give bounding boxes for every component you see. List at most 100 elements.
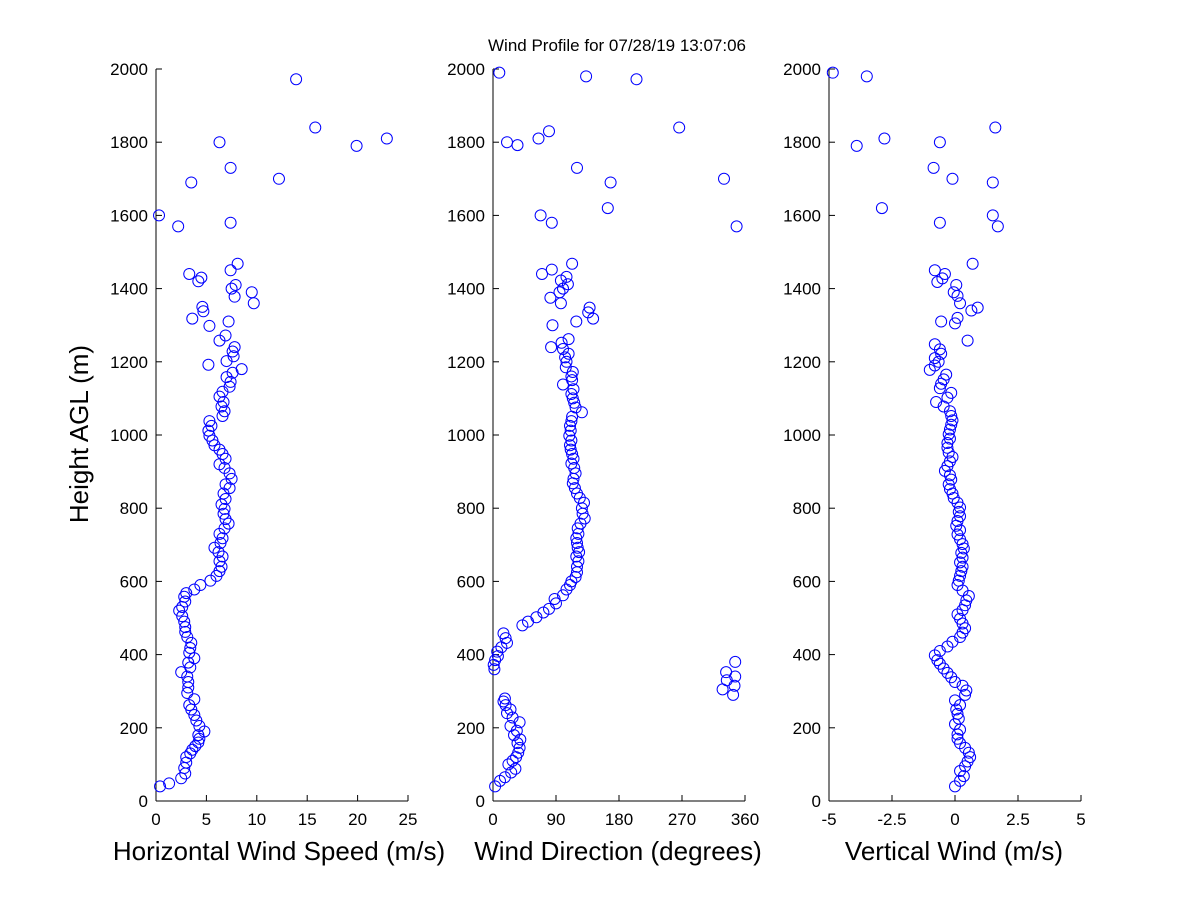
data-point bbox=[583, 301, 596, 314]
y-tick-label: 400 bbox=[457, 646, 485, 665]
data-point bbox=[499, 699, 512, 712]
data-point bbox=[185, 636, 198, 649]
data-point bbox=[498, 692, 511, 705]
data-point bbox=[190, 714, 203, 727]
data-point bbox=[951, 311, 964, 324]
data-point bbox=[179, 621, 192, 634]
y-tick-label: 1000 bbox=[110, 426, 148, 445]
direction-panel: 0 200 400 600 800 1000 1200 1400 1600 1800 2000 0 90… bbox=[447, 60, 759, 829]
data-point bbox=[192, 729, 205, 742]
x-tick-label: 0 bbox=[151, 810, 160, 829]
data-point bbox=[180, 751, 193, 764]
figure-title: Wind Profile for 07/28/19 13:07:06 bbox=[488, 36, 746, 55]
data-point bbox=[534, 209, 547, 222]
data-point bbox=[720, 674, 733, 687]
data-point bbox=[493, 66, 506, 79]
data-point bbox=[946, 172, 959, 185]
data-point bbox=[718, 172, 730, 185]
y-tick-label: 1400 bbox=[110, 280, 148, 299]
data-point bbox=[181, 631, 194, 644]
data-point bbox=[196, 300, 209, 313]
data-point bbox=[601, 202, 614, 215]
data-point bbox=[946, 414, 959, 427]
data-point bbox=[945, 418, 958, 431]
data-point bbox=[176, 610, 189, 623]
data-point bbox=[235, 363, 248, 376]
data-point bbox=[229, 278, 242, 291]
data-point bbox=[550, 597, 562, 610]
x-tick-label: 20 bbox=[348, 810, 367, 829]
data-point bbox=[203, 415, 216, 428]
data-point bbox=[491, 650, 504, 663]
data-point bbox=[224, 216, 237, 229]
y-tick-label: 1400 bbox=[447, 280, 485, 299]
data-point bbox=[875, 202, 888, 215]
y-tick-label: 1200 bbox=[447, 353, 485, 372]
data-point bbox=[562, 333, 575, 346]
data-point bbox=[290, 73, 303, 86]
data-point bbox=[860, 70, 873, 83]
data-point bbox=[154, 780, 167, 793]
data-point bbox=[945, 671, 958, 684]
data-point bbox=[192, 275, 205, 288]
y-tick-label: 2000 bbox=[783, 60, 821, 79]
data-point bbox=[488, 663, 501, 676]
y-tick-label: 1800 bbox=[110, 133, 148, 152]
data-point bbox=[186, 743, 199, 756]
data-point bbox=[530, 611, 543, 624]
x-tick-label: 360 bbox=[731, 810, 759, 829]
data-point bbox=[959, 688, 972, 701]
data-point bbox=[189, 740, 202, 753]
data-point bbox=[566, 257, 579, 270]
x-tick-label: 10 bbox=[247, 810, 266, 829]
data-point bbox=[501, 707, 513, 720]
data-point bbox=[309, 121, 322, 134]
data-point bbox=[928, 264, 941, 277]
y-tick-label: 1600 bbox=[110, 206, 148, 225]
data-point bbox=[183, 646, 196, 659]
data-point bbox=[566, 366, 579, 379]
data-point bbox=[951, 732, 964, 745]
data-point bbox=[935, 315, 948, 328]
y-tick-label: 1600 bbox=[783, 206, 821, 225]
data-point bbox=[208, 541, 221, 554]
data-point bbox=[941, 391, 954, 404]
data-point bbox=[217, 507, 230, 520]
data-point bbox=[943, 423, 956, 436]
data-point bbox=[961, 334, 974, 347]
y-tick-label: 1000 bbox=[447, 426, 485, 445]
data-point bbox=[971, 301, 984, 314]
data-point bbox=[188, 583, 201, 596]
data-point bbox=[951, 707, 964, 720]
data-point bbox=[578, 496, 590, 509]
data-point bbox=[505, 766, 518, 779]
data-point bbox=[564, 443, 577, 456]
data-point bbox=[194, 579, 207, 592]
data-point bbox=[565, 575, 578, 588]
data-point bbox=[186, 312, 199, 325]
data-point bbox=[575, 406, 588, 419]
data-point bbox=[219, 329, 232, 342]
data-point bbox=[546, 319, 559, 332]
data-point bbox=[153, 209, 166, 222]
data-point bbox=[182, 676, 195, 689]
data-point bbox=[952, 505, 965, 518]
data-point bbox=[954, 297, 967, 310]
x-tick-label: -5 bbox=[821, 810, 836, 829]
data-point bbox=[559, 361, 572, 374]
data-point bbox=[228, 290, 241, 303]
y-tick-label: 1800 bbox=[447, 133, 485, 152]
data-point bbox=[511, 139, 524, 152]
data-point bbox=[850, 139, 863, 152]
data-point bbox=[512, 746, 525, 759]
data-point bbox=[946, 450, 959, 463]
data-point bbox=[557, 589, 569, 602]
data-point bbox=[545, 216, 558, 229]
x-tick-label: 5 bbox=[1076, 810, 1085, 829]
data-point bbox=[548, 592, 561, 605]
data-point bbox=[224, 264, 237, 277]
data-point bbox=[949, 317, 961, 330]
data-point bbox=[730, 220, 743, 233]
y-tick-label: 0 bbox=[476, 792, 485, 811]
data-point bbox=[163, 777, 176, 790]
